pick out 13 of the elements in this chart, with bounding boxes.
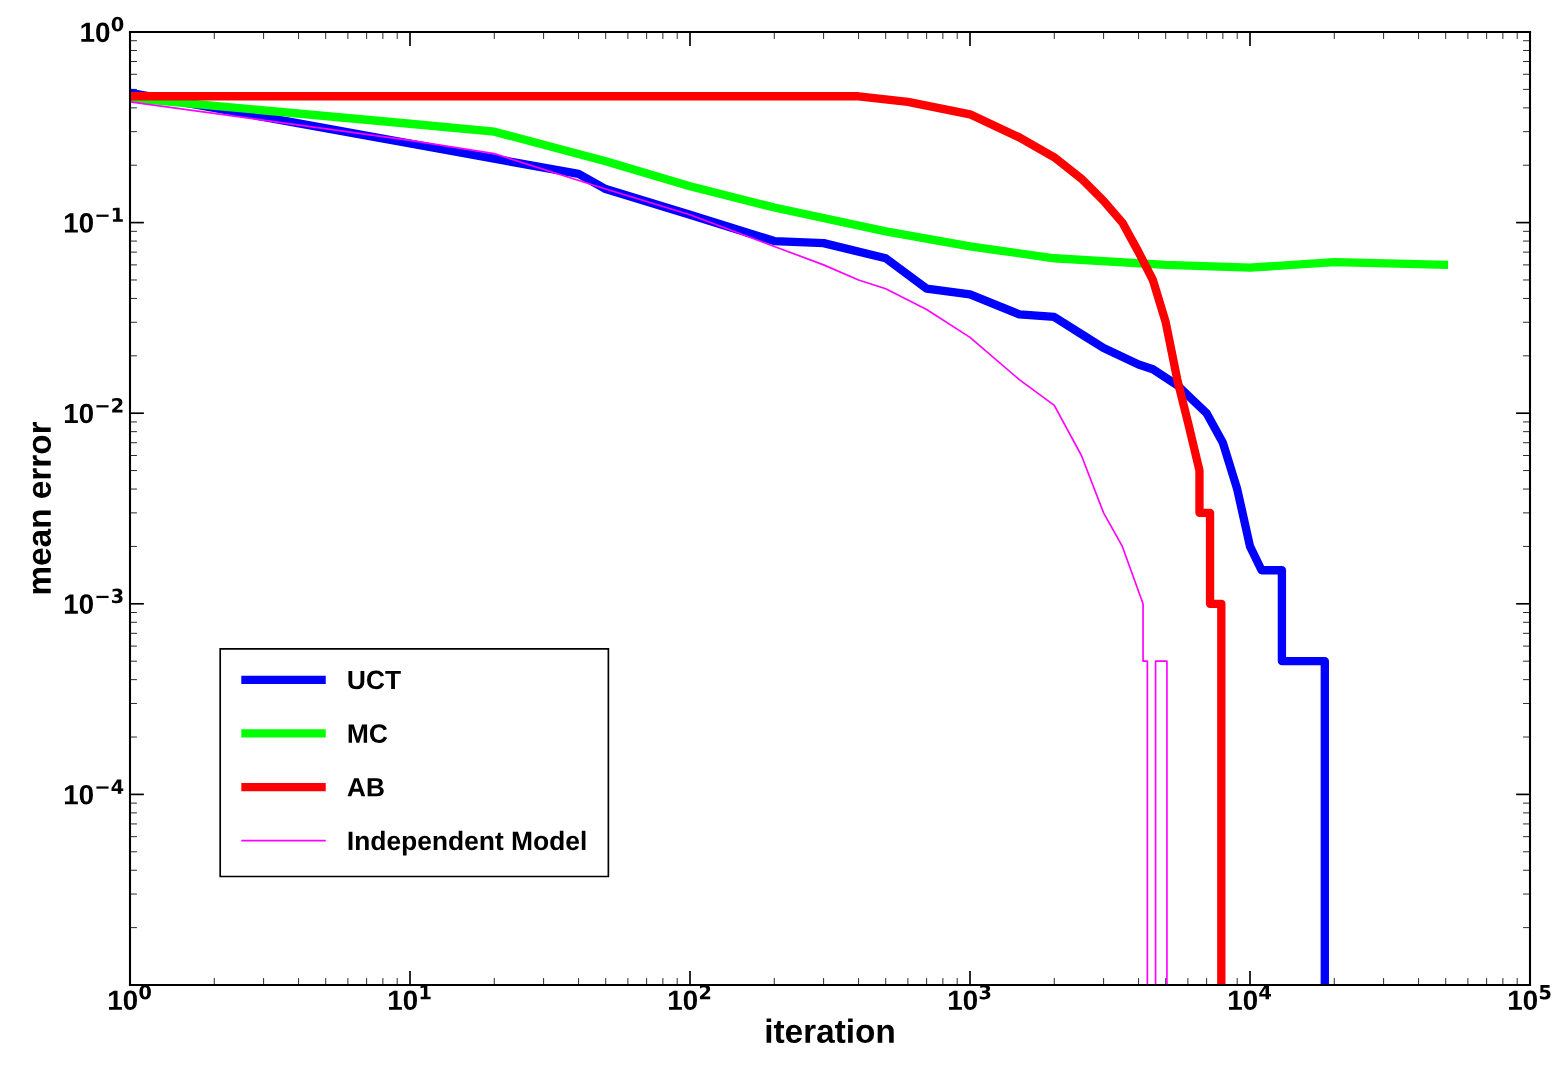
y-tick-label: 10$^{0}$ [81,16,124,43]
legend-label: UCT [348,670,401,690]
legend-label: MC [348,724,388,743]
y-axis-title: mean error [32,421,52,594]
y-tick-label: 10$^{−4}$ [64,779,124,805]
legend-label: Independent Model [348,830,586,856]
x-axis-title: iteration [766,1018,894,1044]
y-tick-label: 10$^{−1}$ [64,207,123,233]
x-tick-label: 10$^{4}$ [1228,984,1272,1011]
y-tick-label: 10$^{−2}$ [64,397,123,424]
x-tick-label: 10$^{5}$ [1508,984,1551,1011]
y-tick-label: 10$^{−3}$ [64,588,123,614]
legend-label: AB [347,778,384,797]
